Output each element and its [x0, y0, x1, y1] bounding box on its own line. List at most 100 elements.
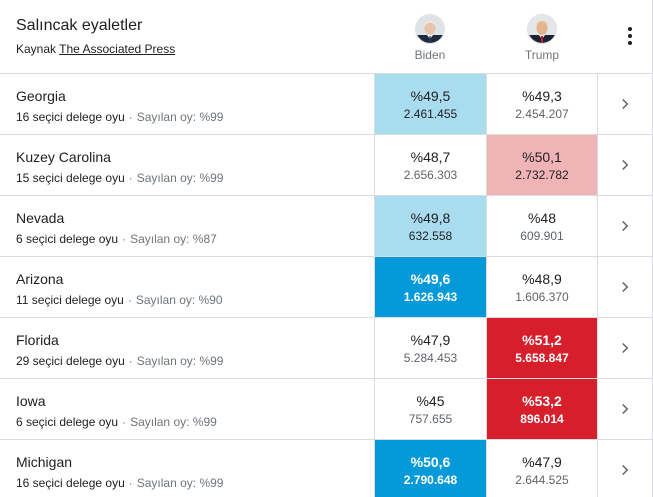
more-vert-icon[interactable]: [618, 24, 642, 48]
state-row[interactable]: Nevada 6 seçici delege oyu · Sayılan oy: %…: [0, 196, 652, 257]
trump-percent: %53,2: [522, 393, 562, 409]
biden-votes: 5.284.453: [403, 351, 458, 365]
state-row[interactable]: Michigan 16 seçici delege oyu · Sayılan oy…: [0, 440, 652, 497]
trump-votes: 2.644.525: [515, 473, 569, 487]
trump-result-cell: %50,1 2.732.782: [486, 135, 598, 195]
state-row[interactable]: Arizona 11 seçici delege oyu · Sayılan oy:…: [0, 257, 652, 318]
biden-result-cell: %49,8 632.558: [374, 196, 486, 256]
separator-dot: ·: [122, 232, 127, 246]
candidate-trump: Trump: [486, 14, 598, 62]
separator-dot: ·: [127, 293, 132, 307]
vote-count-progress: Sayılan oy: %90: [135, 293, 223, 307]
state-meta: 15 seçici delege oyu · Sayılan oy: %99: [16, 171, 223, 185]
trump-votes: 896.014: [520, 412, 564, 426]
state-row[interactable]: Kuzey Carolina 15 seçici delege oyu · Sayı…: [0, 135, 652, 196]
state-row[interactable]: Florida 29 seçici delege oyu · Sayılan oy:…: [0, 318, 652, 379]
trump-result-cell: %47,9 2.644.525: [486, 440, 598, 497]
chevron-right-icon[interactable]: [616, 339, 634, 357]
biden-result-cell: %47,9 5.284.453: [374, 318, 486, 378]
electoral-votes: 6 seçici delege oyu: [16, 415, 119, 429]
state-meta: 6 seçici delege oyu · Sayılan oy: %87: [16, 232, 217, 246]
biden-result-cell: %50,6 2.790.648: [374, 440, 486, 497]
trump-result-cell: %48 609.901: [486, 196, 598, 256]
card-header: Salıncak eyaletler Kaynak The Associated…: [0, 0, 652, 74]
trump-percent: %49,3: [522, 88, 562, 104]
chevron-right-icon[interactable]: [616, 400, 634, 418]
vote-count-progress: Sayılan oy: %99: [136, 110, 224, 124]
state-meta: 11 seçici delege oyu · Sayılan oy: %90: [16, 293, 223, 307]
trump-result-cell: %53,2 896.014: [486, 379, 598, 439]
chevron-right-icon[interactable]: [616, 217, 634, 235]
chevron-right-icon[interactable]: [616, 278, 634, 296]
biden-votes: 2.790.648: [403, 473, 458, 487]
electoral-votes: 29 seçici delege oyu: [16, 354, 125, 368]
state-meta: 16 seçici delege oyu · Sayılan oy: %99: [16, 110, 223, 124]
electoral-votes: 11 seçici delege oyu: [16, 293, 124, 307]
biden-votes: 1.626.943: [403, 290, 458, 304]
separator-dot: ·: [128, 110, 133, 124]
biden-percent: %50,6: [410, 454, 451, 470]
trump-percent: %47,9: [522, 454, 562, 470]
state-list: Georgia 16 seçici delege oyu · Sayılan oy:…: [0, 74, 652, 497]
biden-percent: %45: [416, 393, 445, 409]
vote-count-progress: Sayılan oy: %99: [136, 354, 224, 368]
electoral-votes: 6 seçici delege oyu: [16, 232, 119, 246]
trump-result-cell: %49,3 2.454.207: [486, 74, 598, 134]
biden-percent: %49,8: [410, 210, 451, 226]
biden-result-cell: %49,5 2.461.455: [374, 74, 486, 134]
separator-dot: ·: [128, 171, 133, 185]
candidate-name: Trump: [524, 48, 560, 62]
biden-votes: 2.461.455: [403, 107, 458, 121]
biden-votes: 2.656.303: [403, 168, 458, 182]
separator-dot: ·: [122, 415, 127, 429]
biden-result-cell: %48,7 2.656.303: [374, 135, 486, 195]
electoral-votes: 15 seçici delege oyu: [16, 171, 125, 185]
separator-dot: ·: [128, 354, 133, 368]
trump-votes: 609.901: [520, 229, 564, 243]
state-name: Michigan: [16, 454, 73, 470]
biden-percent: %49,6: [410, 271, 451, 287]
trump-votes: 2.454.207: [515, 107, 569, 121]
biden-result-cell: %49,6 1.626.943: [374, 257, 486, 317]
chevron-right-icon[interactable]: [616, 156, 634, 174]
state-meta: 29 seçici delege oyu · Sayılan oy: %99: [16, 354, 223, 368]
trump-avatar-icon: [527, 14, 557, 44]
trump-percent: %51,2: [522, 332, 562, 348]
biden-votes: 632.558: [408, 229, 453, 243]
candidate-biden: Biden: [374, 14, 486, 62]
vote-count-progress: Sayılan oy: %99: [130, 415, 217, 429]
trump-result-cell: %51,2 5.658.847: [486, 318, 598, 378]
state-name: Kuzey Carolina: [16, 149, 111, 165]
biden-result-cell: %45 757.655: [374, 379, 486, 439]
state-name: Georgia: [16, 88, 66, 104]
state-name: Arizona: [16, 271, 64, 287]
state-row[interactable]: Iowa 6 seçici delege oyu · Sayılan oy: %99…: [0, 379, 652, 440]
candidate-name: Biden: [414, 48, 446, 62]
state-name: Florida: [16, 332, 59, 348]
biden-percent: %48,7: [410, 149, 451, 165]
biden-avatar-icon: [415, 14, 445, 44]
state-name: Nevada: [16, 210, 65, 226]
state-meta: 16 seçici delege oyu · Sayılan oy: %99: [16, 476, 223, 490]
trump-votes: 1.606.370: [515, 290, 569, 304]
card-title: Salıncak eyaletler: [16, 17, 143, 34]
state-meta: 6 seçici delege oyu · Sayılan oy: %99: [16, 415, 217, 429]
biden-percent: %47,9: [410, 332, 451, 348]
state-row[interactable]: Georgia 16 seçici delege oyu · Sayılan oy:…: [0, 74, 652, 135]
source-line: Kaynak The Associated Press: [16, 42, 175, 56]
chevron-right-icon[interactable]: [616, 461, 634, 479]
source-link[interactable]: The Associated Press: [59, 42, 176, 56]
trump-votes: 2.732.782: [515, 168, 569, 182]
source-prefix: Kaynak: [16, 42, 57, 56]
chevron-right-icon[interactable]: [616, 95, 634, 113]
electoral-votes: 16 seçici delege oyu: [16, 476, 125, 490]
electoral-votes: 16 seçici delege oyu: [16, 110, 125, 124]
trump-percent: %48: [527, 210, 557, 226]
trump-result-cell: %48,9 1.606.370: [486, 257, 598, 317]
state-name: Iowa: [16, 393, 46, 409]
biden-percent: %49,5: [410, 88, 451, 104]
trump-votes: 5.658.847: [515, 351, 569, 365]
biden-votes: 757.655: [408, 412, 453, 426]
trump-percent: %50,1: [522, 149, 562, 165]
